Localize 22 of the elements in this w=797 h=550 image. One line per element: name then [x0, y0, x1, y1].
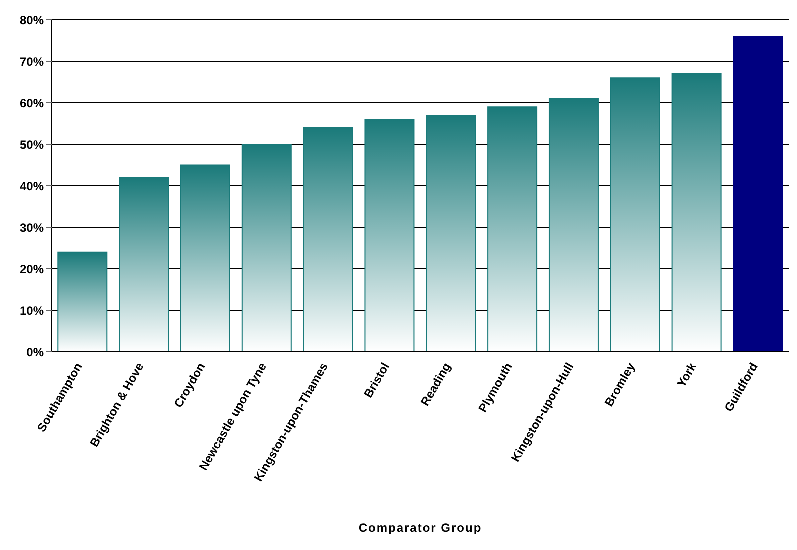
y-tick-label: 80% [20, 13, 44, 28]
bar [303, 127, 354, 352]
bar [58, 252, 108, 352]
bar [488, 106, 538, 352]
bar [364, 119, 415, 352]
y-tick-label: 0% [26, 345, 44, 360]
y-tick-label: 70% [20, 54, 44, 69]
y-tick-label: 40% [20, 179, 44, 194]
bar [119, 177, 170, 352]
bar [733, 36, 784, 352]
y-tick-label: 30% [20, 220, 44, 235]
bar [180, 164, 230, 352]
bar [548, 98, 599, 352]
x-axis-title: Comparator Group [358, 521, 482, 535]
bar [672, 73, 722, 352]
y-tick-label: 20% [20, 262, 44, 276]
bar [242, 144, 292, 352]
y-tick-label: 10% [20, 304, 44, 318]
bar [426, 114, 476, 352]
bar [610, 78, 660, 352]
y-tick-label: 50% [20, 138, 44, 152]
y-tick-label: 60% [20, 96, 44, 110]
